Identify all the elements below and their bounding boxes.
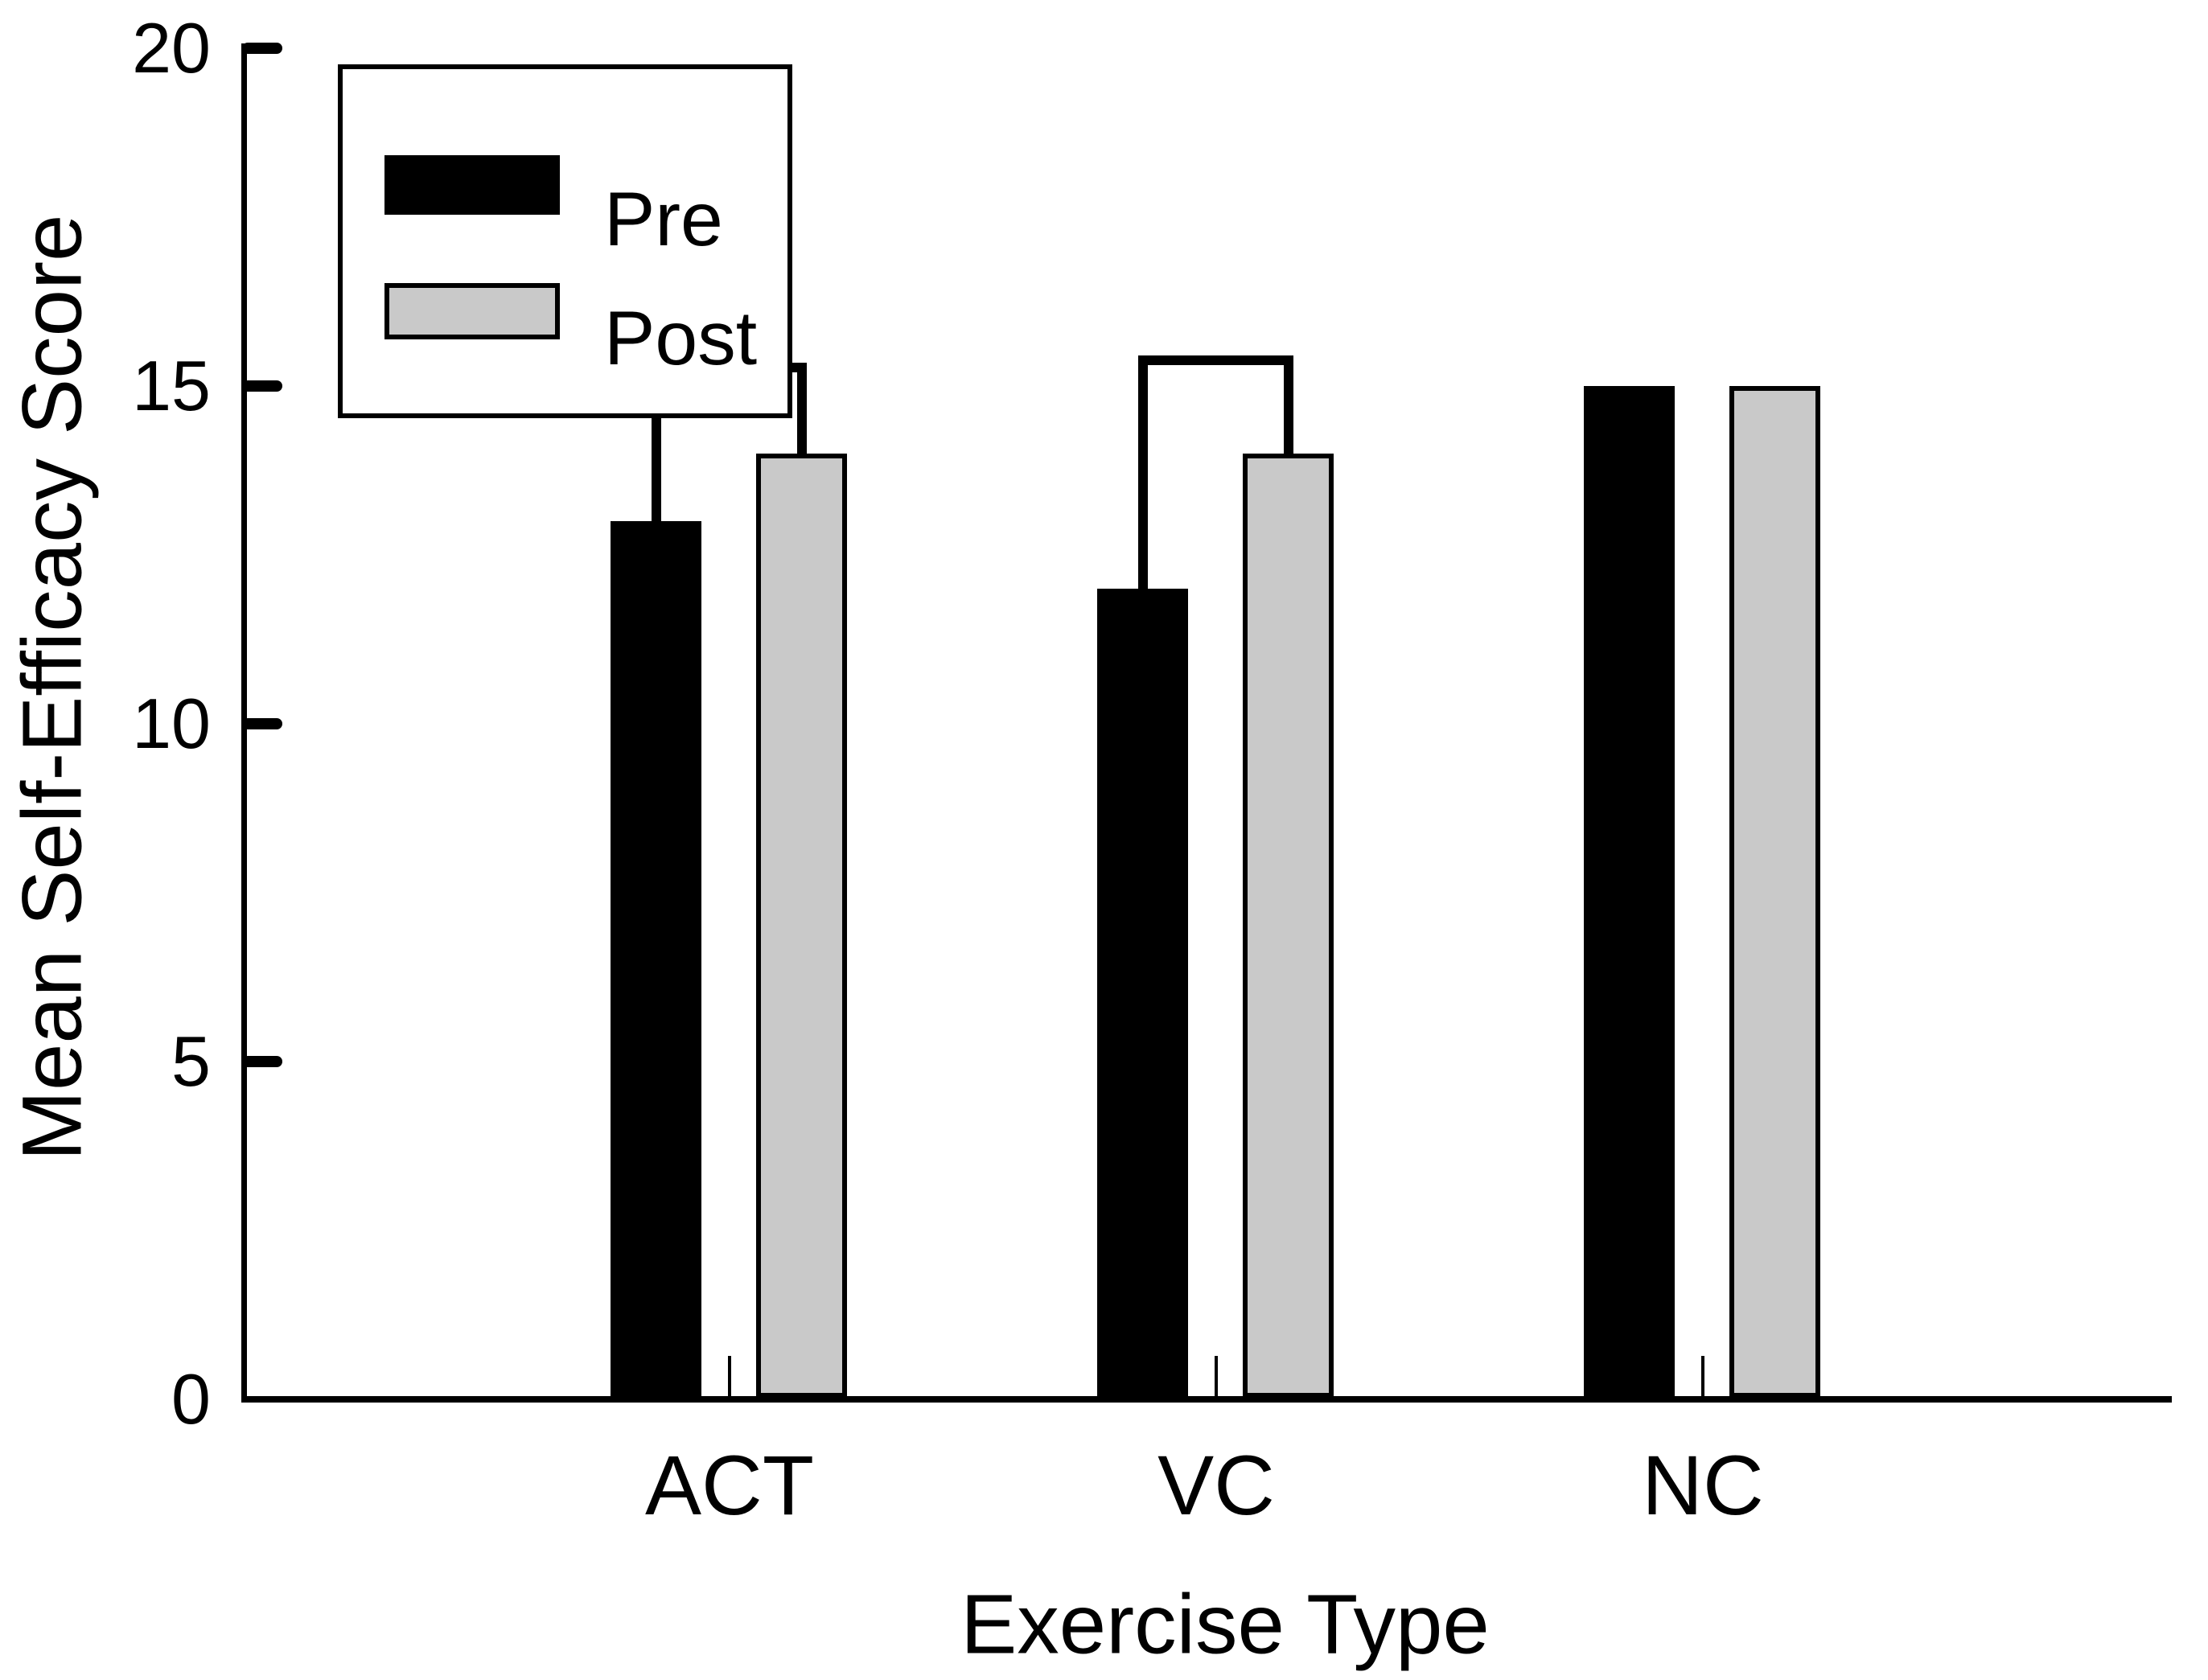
y-tick-15 xyxy=(242,380,282,392)
bracket-act-right-leg xyxy=(796,362,807,454)
x-tick-label-ACT: ACT xyxy=(645,1439,814,1533)
x-tick-ACT xyxy=(728,1356,731,1398)
x-tick-NC xyxy=(1701,1356,1704,1398)
x-tick-label-NC: NC xyxy=(1642,1439,1764,1533)
x-axis-line xyxy=(241,1396,2172,1403)
y-tick-label-5: 5 xyxy=(171,1021,211,1101)
legend-label-post: Post xyxy=(604,296,758,381)
legend-box: Pre Post xyxy=(338,64,792,418)
bar-post-VC xyxy=(1243,454,1334,1398)
y-tick-label-0: 0 xyxy=(171,1359,211,1439)
x-tick-VC xyxy=(1215,1356,1218,1398)
y-tick-5 xyxy=(242,1056,282,1067)
bar-post-NC xyxy=(1729,386,1820,1398)
legend-swatch-post xyxy=(384,283,560,339)
x-axis-title: Exercise Type xyxy=(960,1577,1490,1672)
x-tick-label-VC: VC xyxy=(1157,1439,1275,1533)
y-tick-label-10: 10 xyxy=(132,684,211,763)
y-tick-label-15: 15 xyxy=(132,346,211,425)
bar-post-ACT xyxy=(756,454,847,1398)
y-tick-20 xyxy=(242,43,282,54)
legend-swatch-pre xyxy=(384,155,560,215)
bar-pre-NC xyxy=(1584,386,1675,1398)
bracket-vc-top-bar xyxy=(1137,355,1293,366)
bracket-vc-left-leg xyxy=(1137,355,1148,589)
y-tick-label-20: 20 xyxy=(132,8,211,88)
bar-pre-VC xyxy=(1097,589,1188,1398)
bracket-vc-right-leg xyxy=(1283,355,1293,454)
y-tick-10 xyxy=(242,718,282,729)
bar-pre-ACT xyxy=(611,521,701,1398)
y-axis-title: Mean Self-Efficacy Score xyxy=(5,214,100,1161)
legend-label-pre: Pre xyxy=(604,177,723,262)
